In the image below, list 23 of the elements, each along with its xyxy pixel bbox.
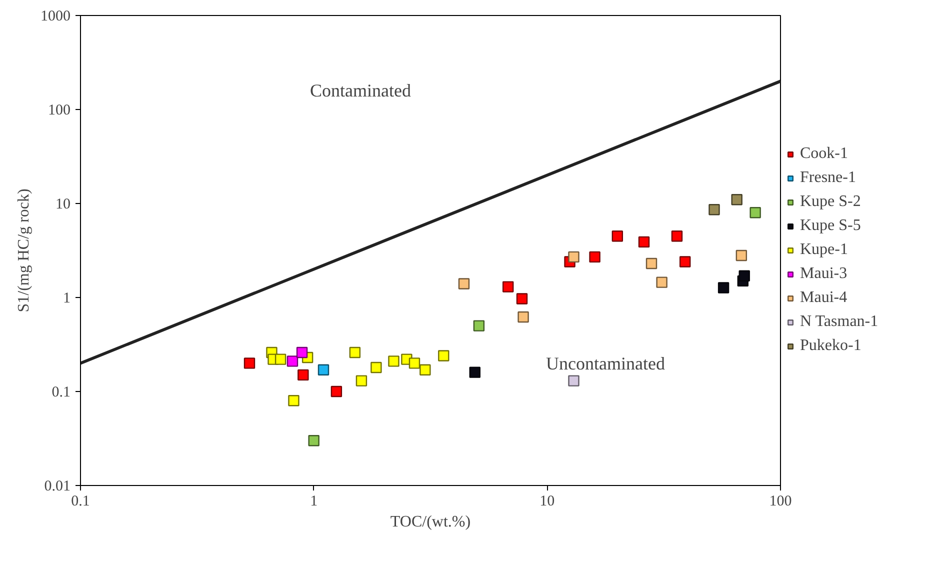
legend-label: N Tasman-1 — [800, 313, 878, 331]
annotation: Contaminated — [310, 80, 411, 101]
legend-label: Pukeko-1 — [800, 337, 862, 355]
legend-label: Kupe-1 — [800, 241, 848, 259]
y-tick-label: 100 — [48, 102, 70, 118]
x-tick-label: 0.1 — [71, 494, 90, 510]
x-tick-label: 100 — [769, 494, 792, 510]
legend-label: Fresne-1 — [800, 169, 856, 187]
y-tick-label: 0.1 — [52, 384, 70, 400]
y-axis-title: S1/(mg HC/g rock) — [16, 188, 32, 312]
annotation: Uncontaminated — [546, 353, 665, 374]
legend-label: Maui-3 — [800, 265, 848, 283]
legend-label: Kupe S-2 — [800, 193, 861, 211]
legend-label: Kupe S-5 — [800, 217, 861, 235]
x-tick-label: 10 — [540, 494, 555, 510]
x-tick-label: 1 — [310, 494, 318, 510]
x-axis-title: TOC/(wt.%) — [390, 514, 471, 530]
y-tick-label: 10 — [56, 196, 70, 212]
y-tick-label: 1000 — [40, 8, 70, 24]
y-tick-label: 0.01 — [44, 478, 70, 494]
legend-label: Cook-1 — [800, 145, 848, 163]
y-tick-label: 1 — [63, 290, 70, 306]
legend-label: Maui-4 — [800, 289, 848, 307]
